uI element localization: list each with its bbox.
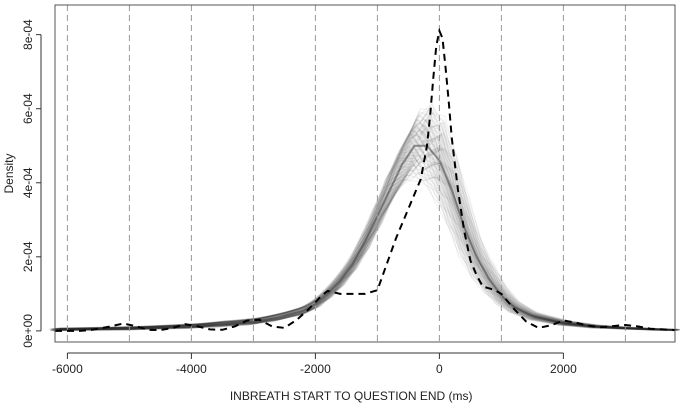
bootstrap-curve (52, 129, 672, 330)
y-axis: 0e+00 2e-04 4e-04 6e-04 8e-04 (21, 19, 41, 348)
bootstrap-curve (50, 141, 670, 331)
bootstrap-curve (51, 128, 671, 330)
series-line-dashed (55, 31, 675, 331)
bootstrap-curve (52, 130, 672, 330)
reference-lines (67, 5, 625, 342)
bootstrap-curve (55, 123, 675, 330)
x-tick-label: -4000 (176, 362, 207, 376)
bootstrap-curve (50, 131, 670, 330)
bootstrap-curve (54, 120, 674, 330)
bootstrap-curve (49, 132, 669, 330)
bootstrap-curve (50, 134, 670, 330)
bootstrap-curve (50, 134, 670, 330)
plot-frame (55, 5, 675, 342)
x-tick-label: -2000 (300, 362, 331, 376)
bootstrap-curve (53, 128, 673, 331)
bootstrap-curve (57, 111, 677, 329)
bootstrap-curve (52, 124, 672, 330)
bootstrap-curve (53, 126, 673, 330)
bootstrap-curve (51, 131, 671, 330)
y-tick-label: 4e-04 (21, 167, 35, 198)
y-tick-label: 2e-04 (21, 241, 35, 272)
bootstrap-curve (55, 116, 675, 330)
bootstrap-band (49, 104, 680, 331)
y-tick-label: 8e-04 (21, 19, 35, 50)
series-layer (55, 31, 675, 331)
bootstrap-curve (55, 118, 675, 330)
y-tick-label: 0e+00 (21, 314, 35, 348)
x-axis-title: INBREATH START TO QUESTION END (ms) (230, 389, 473, 403)
x-tick-label: -6000 (52, 362, 83, 376)
x-tick-label: 0 (436, 362, 443, 376)
y-axis-title: Density (2, 153, 16, 193)
bootstrap-curve (54, 121, 674, 331)
y-tick-label: 6e-04 (21, 93, 35, 124)
bootstrap-curve (53, 126, 673, 330)
x-axis: -6000 -4000 -2000 0 2000 (52, 353, 577, 376)
x-tick-label: 2000 (550, 362, 577, 376)
